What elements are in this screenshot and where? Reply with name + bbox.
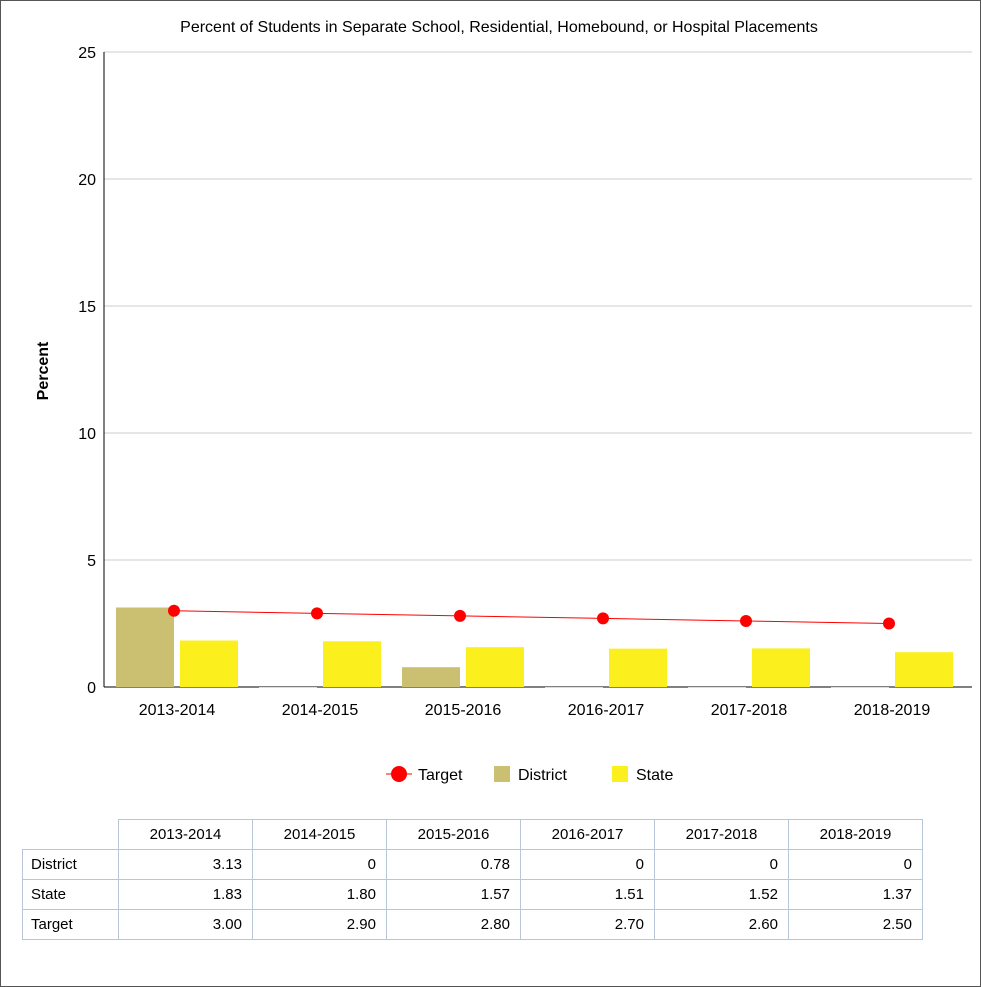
table-cell: 2.80 <box>386 909 521 940</box>
table-row-label: Target <box>22 909 119 940</box>
target-point <box>740 614 752 627</box>
target-series <box>168 604 895 630</box>
target-point <box>454 609 466 622</box>
bar-district <box>402 667 460 687</box>
y-tick-label: 10 <box>78 426 96 443</box>
table-row: District 3.13 0 0.78 0 0 0 <box>22 849 923 880</box>
bar-state <box>466 647 524 687</box>
y-tick-label: 15 <box>78 299 96 316</box>
target-point <box>168 604 180 617</box>
legend: Target District State <box>386 766 673 784</box>
legend-item-state: State <box>612 766 673 784</box>
y-tick-label: 5 <box>87 553 96 570</box>
target-point <box>311 607 323 620</box>
data-table: 2013-2014 2014-2015 2015-2016 2016-2017 2017… <box>22 819 923 940</box>
chart: Percent of Students in Separate School, … <box>35 19 972 784</box>
bar-district <box>116 607 174 687</box>
table-row: State 1.83 1.80 1.57 1.51 1.52 1.37 <box>22 879 923 910</box>
table-column-header: 2017-2018 <box>654 819 789 850</box>
bar-state <box>752 648 810 687</box>
table-column-header: 2016-2017 <box>520 819 655 850</box>
table-cell: 3.00 <box>118 909 253 940</box>
legend-label: State <box>636 767 673 784</box>
bar-state <box>895 652 953 687</box>
bar-state <box>609 648 667 687</box>
table-cell: 0 <box>520 849 655 880</box>
x-tick-label: 2013-2014 <box>139 702 216 719</box>
table-column-header: 2014-2015 <box>252 819 387 850</box>
gridlines <box>103 51 972 688</box>
table-column-header: 2013-2014 <box>118 819 253 850</box>
x-tick-label: 2014-2015 <box>282 702 359 719</box>
table-column-header: 2018-2019 <box>788 819 923 850</box>
table-cell: 0 <box>252 849 387 880</box>
legend-item-district: District <box>494 766 567 784</box>
target-line <box>173 610 890 624</box>
table-header-row: 2013-2014 2014-2015 2015-2016 2016-2017 2017… <box>23 819 923 850</box>
x-tick-label: 2015-2016 <box>425 702 502 719</box>
bar-district <box>259 687 317 688</box>
table-corner <box>23 820 119 850</box>
table-body: District 3.13 0 0.78 0 0 0 State 1.83 1.80 1.57 1.5… <box>22 849 923 940</box>
table-cell: 3.13 <box>118 849 253 880</box>
table-row-label: District <box>22 849 119 880</box>
bar-district <box>831 687 889 688</box>
table-cell: 1.51 <box>520 879 655 910</box>
legend-label: District <box>518 767 567 784</box>
table-cell: 1.37 <box>788 879 923 910</box>
table-cell: 2.90 <box>252 909 387 940</box>
table-cell: 0 <box>654 849 789 880</box>
x-tick-labels: 2013-2014 2014-2015 2015-2016 2016-2017 2017… <box>139 702 931 719</box>
y-tick-label: 25 <box>78 45 96 62</box>
table-cell: 1.83 <box>118 879 253 910</box>
x-tick-label: 2016-2017 <box>568 702 645 719</box>
bar-district <box>688 687 746 688</box>
table-cell: 2.50 <box>788 909 923 940</box>
legend-item-target: Target <box>386 766 463 784</box>
table-cell: 0.78 <box>386 849 521 880</box>
target-point <box>883 617 895 630</box>
table-cell: 2.70 <box>520 909 655 940</box>
chart-title: Percent of Students in Separate School, … <box>180 19 818 36</box>
bars <box>116 607 953 688</box>
table-column-header: 2015-2016 <box>386 819 521 850</box>
table-cell: 0 <box>788 849 923 880</box>
bar-state <box>180 640 238 687</box>
table-row-label: State <box>22 879 119 910</box>
table-row: Target 3.00 2.90 2.80 2.70 2.60 2.50 <box>22 909 923 940</box>
table-cell: 1.57 <box>386 879 521 910</box>
legend-label: Target <box>418 767 463 784</box>
x-tick-label: 2018-2019 <box>854 702 931 719</box>
y-axis-label: Percent <box>35 341 52 400</box>
table-cell: 1.80 <box>252 879 387 910</box>
y-tick-label: 0 <box>87 680 96 697</box>
target-point <box>597 612 609 625</box>
y-tick-labels: 0 5 10 15 20 25 <box>78 45 96 697</box>
x-tick-label: 2017-2018 <box>711 702 788 719</box>
bar-state <box>323 641 381 687</box>
table-cell: 2.60 <box>654 909 789 940</box>
bar-district <box>545 687 603 688</box>
y-tick-label: 20 <box>78 172 96 189</box>
table-cell: 1.52 <box>654 879 789 910</box>
